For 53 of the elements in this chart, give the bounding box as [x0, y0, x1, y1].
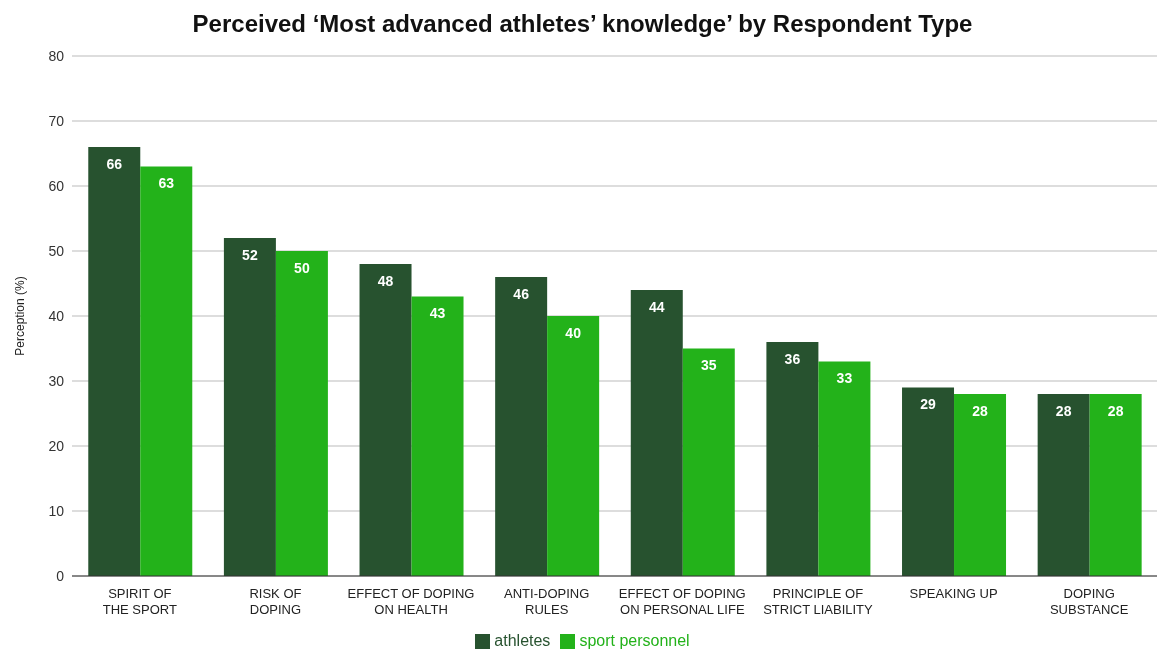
y-tick-label: 0: [56, 567, 65, 584]
y-tick-label: 40: [48, 307, 65, 324]
bar: [1037, 394, 1090, 576]
data-label: 44: [648, 298, 665, 315]
y-tick-label: 60: [48, 177, 65, 194]
bar: [902, 387, 955, 576]
x-tick-label: SPIRIT OF THE SPORT: [102, 586, 177, 617]
data-label: 63: [158, 175, 175, 192]
data-label: 35: [700, 357, 717, 374]
bar: [495, 277, 548, 576]
bar: [411, 296, 464, 576]
x-tick-label: EFFECT OF DOPING ON PERSONAL LIFE: [618, 586, 746, 617]
bar: [547, 316, 600, 576]
bar: [954, 394, 1007, 576]
data-label: 48: [377, 272, 394, 289]
data-label: 36: [784, 350, 801, 367]
bar: [1089, 394, 1142, 576]
data-label: 52: [242, 246, 258, 263]
x-tick-label: PRINCIPLE OF STRICT LIABILITY: [763, 586, 874, 617]
data-label: 33: [836, 370, 853, 387]
data-label: 50: [294, 259, 310, 276]
y-tick-label: 20: [48, 437, 65, 454]
bar: [766, 342, 819, 576]
bar: [682, 348, 735, 576]
bar: [630, 290, 683, 576]
chart-title: Perceived ‘Most advanced athletes’ knowledge’ by Respondent Type: [192, 10, 973, 37]
bar: [88, 147, 141, 576]
data-label: 46: [513, 285, 530, 302]
bar: [818, 361, 871, 576]
data-label: 40: [565, 324, 582, 341]
bar: [223, 238, 276, 576]
y-tick-label: 10: [48, 502, 65, 519]
x-tick-label: ANTI-DOPING RULES: [504, 586, 590, 617]
data-label: 28: [972, 402, 989, 419]
data-label: 66: [106, 155, 123, 172]
legend-label: athletes: [494, 632, 551, 649]
data-label: 28: [1055, 402, 1072, 419]
y-tick-label: 30: [48, 372, 65, 389]
y-axis-title: Perception (%): [13, 276, 28, 356]
y-tick-label: 50: [48, 242, 65, 259]
data-label: 43: [429, 305, 446, 322]
data-label: 28: [1107, 402, 1124, 419]
bar: [359, 264, 412, 576]
legend-label: sport personnel: [579, 632, 690, 649]
y-tick-label: 70: [48, 112, 65, 129]
x-tick-label: DOPING SUBSTANCE: [1049, 586, 1129, 617]
x-tick-label: EFFECT OF DOPING ON HEALTH: [347, 586, 475, 617]
bar: [140, 166, 193, 576]
x-tick-label: RISK OF DOPING: [249, 586, 302, 617]
y-tick-label: 80: [48, 47, 65, 64]
bar: [275, 251, 328, 576]
x-tick-label: SPEAKING UP: [909, 586, 998, 601]
data-label: 29: [920, 396, 937, 413]
